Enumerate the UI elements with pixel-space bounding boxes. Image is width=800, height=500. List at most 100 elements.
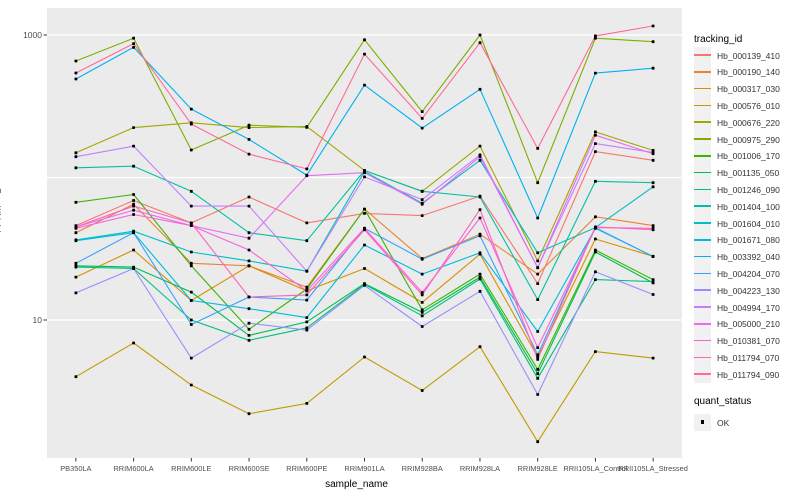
legend-key-line bbox=[694, 164, 711, 182]
data-point bbox=[74, 59, 78, 63]
data-point bbox=[305, 125, 309, 129]
legend-key-color-line bbox=[694, 54, 711, 56]
series-line bbox=[75, 143, 654, 272]
y-tick-label: 1000 bbox=[23, 30, 42, 40]
data-point bbox=[536, 393, 540, 396]
data-point bbox=[247, 259, 251, 263]
series-line bbox=[75, 25, 654, 170]
data-point bbox=[247, 334, 251, 337]
data-point bbox=[478, 272, 482, 276]
data-point bbox=[478, 251, 482, 255]
data-point bbox=[247, 338, 251, 342]
legend-key-color-line bbox=[694, 222, 711, 224]
legend-item-label: OK bbox=[717, 417, 730, 428]
legend-key-color-line bbox=[694, 155, 711, 157]
legend-item-label: Hb_011794_090 bbox=[717, 369, 780, 380]
legend-item-label: Hb_004223_130 bbox=[717, 285, 780, 296]
series-line bbox=[75, 134, 654, 269]
data-point bbox=[305, 174, 309, 178]
data-point bbox=[132, 193, 135, 196]
data-point bbox=[305, 326, 309, 330]
data-point bbox=[74, 225, 78, 229]
x-tick-label: RRIM600SE bbox=[228, 464, 270, 473]
y-tick-label: 10 bbox=[32, 315, 42, 325]
data-point bbox=[74, 291, 78, 295]
data-point bbox=[247, 327, 251, 331]
data-point bbox=[651, 40, 655, 44]
data-point bbox=[420, 257, 424, 261]
data-point bbox=[420, 301, 424, 304]
data-point bbox=[189, 318, 193, 322]
x-tick-label: RRIM600LE bbox=[171, 464, 212, 473]
data-point bbox=[247, 248, 251, 252]
data-point bbox=[594, 278, 597, 281]
data-point bbox=[536, 346, 540, 349]
legend-key-color-line bbox=[694, 138, 711, 140]
data-point bbox=[132, 208, 135, 212]
data-point bbox=[247, 236, 251, 240]
data-point bbox=[420, 214, 424, 217]
legend-key-color-line bbox=[694, 306, 711, 308]
data-point bbox=[363, 171, 366, 175]
data-point bbox=[189, 290, 193, 294]
legend-key-point bbox=[694, 413, 711, 431]
x-tick-label: PB350LA bbox=[60, 464, 92, 473]
data-point bbox=[594, 142, 597, 145]
legend-item-label: Hb_000190_140 bbox=[717, 67, 780, 78]
data-point bbox=[363, 175, 366, 179]
data-point bbox=[305, 289, 309, 293]
data-point bbox=[305, 221, 309, 225]
legend-key-line bbox=[694, 46, 711, 64]
legend-key-color-line bbox=[694, 104, 711, 107]
series-line bbox=[75, 227, 654, 356]
data-point bbox=[363, 207, 366, 211]
x-tick-label: RRIM901LA bbox=[344, 464, 385, 473]
data-point bbox=[594, 179, 597, 183]
data-point bbox=[74, 151, 78, 155]
legend-key-line bbox=[694, 248, 711, 266]
legend-item-label: Hb_000576_010 bbox=[717, 100, 780, 111]
data-point bbox=[74, 71, 78, 75]
legend-key-line bbox=[694, 365, 711, 383]
data-point bbox=[363, 243, 366, 247]
data-point bbox=[189, 323, 193, 326]
data-point bbox=[363, 284, 366, 287]
data-point bbox=[247, 138, 251, 141]
data-point bbox=[363, 52, 366, 56]
data-point bbox=[132, 248, 135, 252]
data-point bbox=[420, 117, 424, 120]
data-point bbox=[420, 293, 424, 297]
data-point bbox=[132, 164, 135, 168]
data-point bbox=[74, 375, 78, 379]
data-point bbox=[305, 269, 309, 273]
data-point bbox=[189, 221, 193, 225]
legend-key-color-line bbox=[694, 373, 711, 375]
data-point bbox=[189, 299, 193, 302]
data-point bbox=[74, 265, 78, 269]
x-tick-label: RRIM600LA bbox=[113, 464, 154, 473]
data-point bbox=[594, 133, 597, 137]
series-line bbox=[75, 193, 654, 370]
x-tick-label: RRIM928LA bbox=[459, 464, 501, 473]
data-point bbox=[363, 38, 366, 42]
data-point bbox=[478, 87, 482, 91]
data-point bbox=[420, 325, 424, 328]
data-point bbox=[363, 355, 366, 359]
data-point bbox=[247, 307, 251, 311]
data-point bbox=[651, 24, 655, 28]
data-point bbox=[651, 181, 655, 185]
data-point bbox=[420, 389, 424, 392]
legend-key-color-line bbox=[694, 289, 711, 291]
legend-key-line bbox=[694, 80, 711, 98]
data-point bbox=[536, 259, 540, 263]
data-point bbox=[536, 330, 540, 333]
data-point bbox=[247, 123, 251, 127]
y-axis-title: FPKM + 1 bbox=[0, 188, 4, 233]
legend-key-line bbox=[694, 348, 711, 366]
legend-key-color-line bbox=[694, 323, 711, 325]
data-point bbox=[536, 355, 540, 359]
legend-item-label: Hb_001671_080 bbox=[717, 235, 780, 246]
data-point bbox=[132, 126, 135, 129]
legend-item-label: Hb_001246_090 bbox=[717, 184, 780, 195]
data-point bbox=[594, 215, 597, 219]
